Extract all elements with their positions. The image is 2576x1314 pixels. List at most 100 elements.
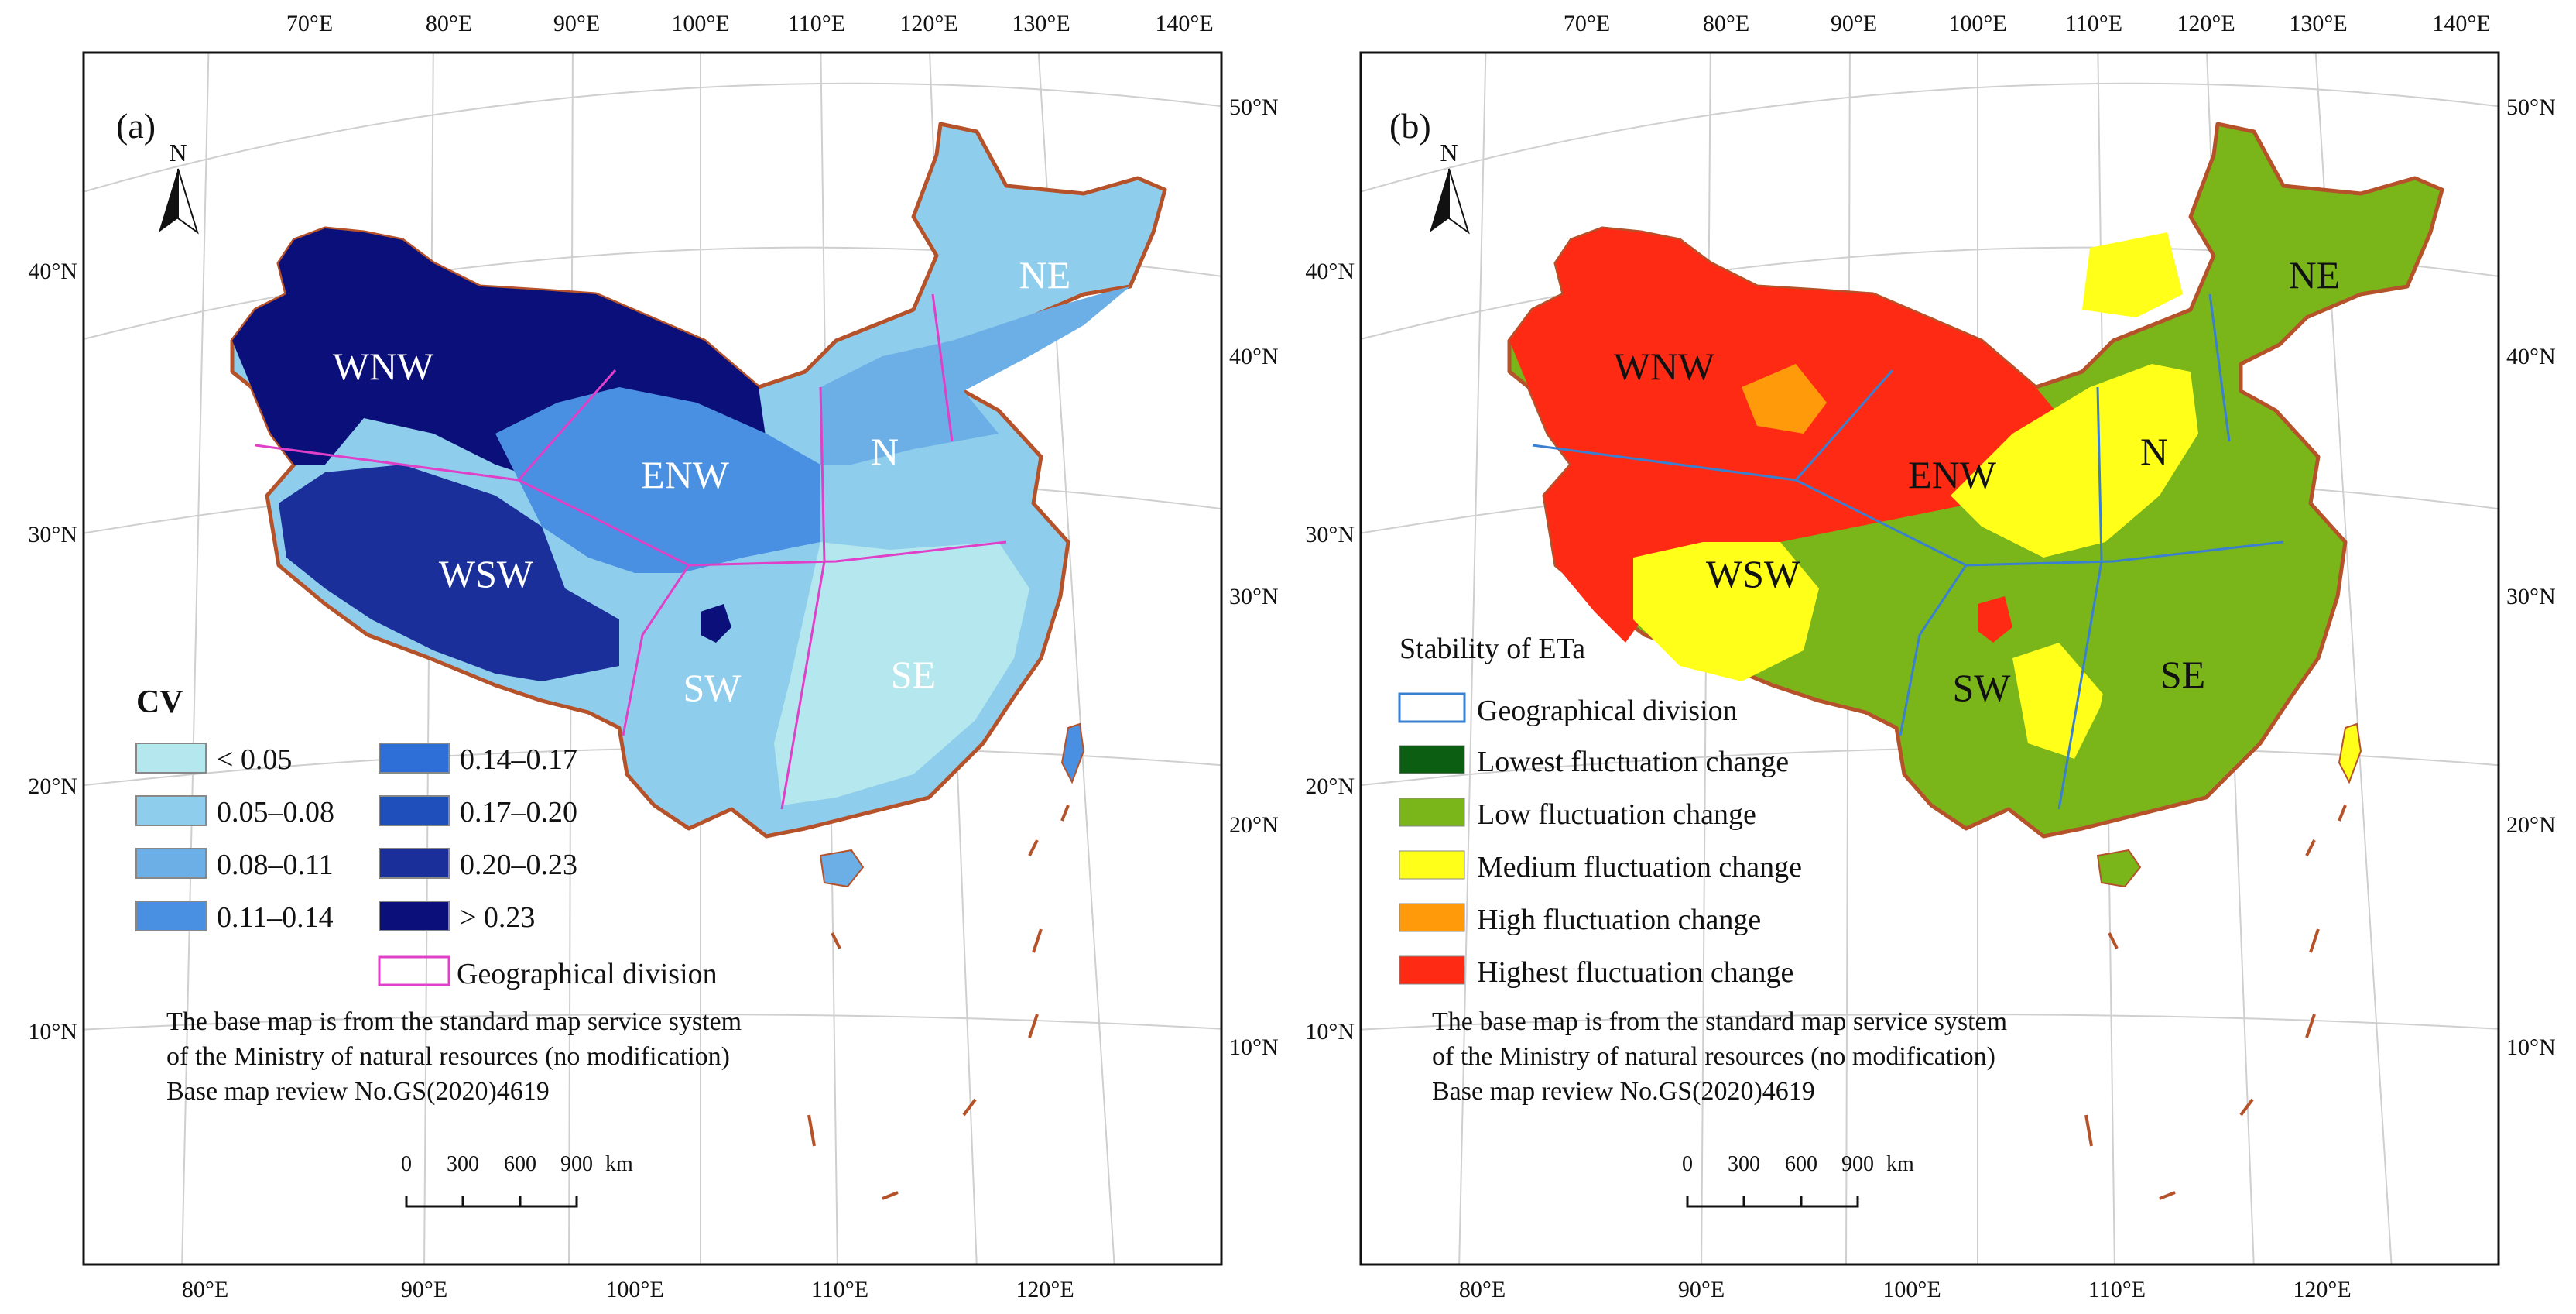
nine-dash-a	[807, 805, 1070, 1200]
tick-label: 110°E	[788, 11, 845, 36]
legend-a: CV < 0.05 0.05–0.08 0.08–0.11 0.11–0.14 0.14…	[135, 684, 718, 990]
note-line: of the Ministry of natural resources (no…	[1432, 1042, 1995, 1071]
panel-label: (b)	[1389, 106, 1431, 146]
tick-label: 80°E	[1703, 11, 1749, 36]
tick-label: 50°N	[1229, 94, 1279, 120]
divisions-a	[255, 293, 1007, 810]
tick-label: 70°E	[1564, 11, 1610, 36]
tick-label: 100°E	[605, 1277, 663, 1302]
legend-item: Lowest fluctuation change	[1399, 745, 1789, 778]
legend-label: 0.20–0.23	[460, 849, 577, 881]
zone-mid2-a	[820, 286, 1130, 465]
tick-label: 10°N	[1305, 1019, 1355, 1045]
tick-label: 110°E	[2088, 1277, 2146, 1302]
zone-hot-b	[1978, 596, 2012, 643]
legend-label: High fluctuation change	[1477, 904, 1761, 936]
tick-label: 120°E	[899, 11, 957, 36]
legend-item: Low fluctuation change	[1399, 798, 1756, 831]
legend-item: Medium fluctuation change	[1399, 850, 1802, 883]
legend-title: Stability of ETa	[1399, 633, 1585, 665]
zone-light-a	[774, 542, 1029, 805]
tick-label: 100°E	[1882, 1277, 1941, 1302]
scale-tick: 600	[1785, 1152, 1817, 1176]
tick-label: 110°E	[2065, 11, 2122, 36]
tick-label: 120°E	[2293, 1277, 2351, 1302]
legend-label: < 0.05	[217, 743, 292, 776]
legend-swatch	[379, 795, 450, 826]
north-arrow-icon: N	[1430, 139, 1470, 235]
note-line: The base map is from the standard map se…	[166, 1007, 742, 1036]
region-label: ENW	[641, 453, 730, 496]
tick-label: 40°N	[1229, 344, 1279, 369]
note-line: Base map review No.GS(2020)4619	[166, 1077, 550, 1106]
legend-swatch	[135, 901, 207, 931]
tick-label: 140°E	[2432, 11, 2490, 36]
tick-label: 70°E	[286, 11, 333, 36]
scale-tick: 900	[1841, 1152, 1874, 1176]
legend-label: 0.14–0.17	[460, 743, 577, 776]
legend-swatch	[1399, 798, 1465, 827]
note-b: The base map is from the standard map se…	[1432, 1007, 2007, 1106]
legend-label: 0.05–0.08	[217, 796, 334, 829]
bottom-lon-labels-b: 80°E 90°E 100°E 110°E 120°E	[1459, 1277, 2352, 1302]
region-label: SW	[683, 666, 742, 709]
top-lon-labels-a: 70°E 80°E 90°E 100°E 110°E 120°E 130°E 1…	[286, 11, 1214, 36]
tick-label: 90°E	[401, 1277, 447, 1302]
zone-orange-b	[1742, 364, 1827, 434]
frame-a	[82, 51, 1223, 1266]
legend-item: High fluctuation change	[1399, 903, 1761, 936]
legend-label: Lowest fluctuation change	[1477, 746, 1789, 778]
north-label: N	[1440, 139, 1458, 166]
tick-label: 20°N	[1229, 812, 1279, 838]
division-label: Geographical division	[457, 958, 718, 990]
region-label: WSW	[1706, 552, 1801, 595]
division-swatch	[378, 955, 450, 986]
hainan-b	[2096, 849, 2142, 888]
tick-label: 110°E	[811, 1277, 868, 1302]
scale-unit: km	[605, 1152, 633, 1176]
tick-label: 120°E	[1016, 1277, 1074, 1302]
tick-label: 90°E	[553, 11, 600, 36]
legend-item: 0.20–0.23	[379, 848, 577, 881]
note-line: Base map review No.GS(2020)4619	[1432, 1077, 1815, 1106]
left-lat-labels-a: 40°N 30°N 20°N 10°N	[28, 259, 77, 1045]
legend-swatch	[379, 743, 450, 774]
legend-swatch	[135, 795, 207, 826]
legend-item: 0.11–0.14	[135, 901, 334, 934]
note-a: The base map is from the standard map se…	[166, 1007, 742, 1106]
division-label: Geographical division	[1477, 695, 1738, 727]
legend-title: CV	[136, 684, 183, 720]
zone-yellow4-b	[2082, 232, 2183, 317]
region-label: N	[2140, 430, 2168, 473]
zone-dark2-a	[279, 465, 619, 681]
hainan-a	[819, 849, 865, 888]
divisions-b	[1532, 293, 2284, 810]
taiwan-a	[1060, 722, 1085, 784]
region-label: WSW	[439, 552, 534, 595]
legend-b: Stability of ETa Geographical division L…	[1398, 633, 1802, 989]
north-arrow-icon: N	[159, 139, 199, 235]
panel-label: (a)	[116, 106, 156, 146]
legend-label: 0.11–0.14	[217, 901, 334, 934]
scale-tick: 600	[504, 1152, 536, 1176]
note-line: of the Ministry of natural resources (no…	[166, 1042, 730, 1071]
legend-label: Low fluctuation change	[1477, 798, 1756, 831]
tick-label: 30°N	[1305, 522, 1355, 547]
legend-swatch	[379, 848, 450, 879]
tick-label: 90°E	[1831, 11, 1877, 36]
tick-label: 30°N	[28, 522, 77, 547]
legend-item: Highest fluctuation change	[1399, 955, 1793, 989]
region-label: N	[871, 430, 899, 473]
legend-swatch	[1399, 955, 1465, 985]
north-label: N	[169, 139, 187, 166]
tick-label: 90°E	[1678, 1277, 1725, 1302]
legend-label: Medium fluctuation change	[1477, 851, 1802, 883]
tick-label: 140°E	[1155, 11, 1213, 36]
zone-yellow-b	[1951, 364, 2198, 558]
legend-item: 0.05–0.08	[135, 795, 334, 829]
tick-label: 50°N	[2506, 94, 2556, 120]
panel-a: 70°E 80°E 90°E 100°E 110°E 120°E 130°E 1…	[28, 11, 1278, 1302]
legend-label: 0.08–0.11	[217, 849, 334, 881]
legend-items: Lowest fluctuation change Low fluctuation…	[1399, 745, 1802, 989]
legend-swatch	[1399, 745, 1465, 774]
